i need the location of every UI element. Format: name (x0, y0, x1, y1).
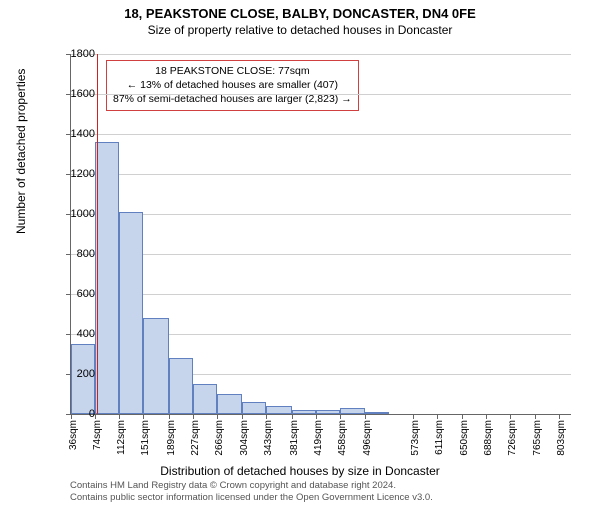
histogram-bar (143, 318, 169, 414)
chart-container: 18, PEAKSTONE CLOSE, BALBY, DONCASTER, D… (0, 6, 600, 506)
y-tick-label: 200 (77, 368, 95, 380)
histogram-bar (119, 212, 143, 414)
x-tick-label: 458sqm (337, 420, 348, 460)
x-axis-label: Distribution of detached houses by size … (0, 464, 600, 478)
histogram-bar (316, 410, 340, 414)
x-tick-mark (413, 414, 414, 419)
histogram-bar (340, 408, 366, 414)
x-tick-label: 343sqm (263, 420, 274, 460)
x-tick-label: 803sqm (556, 420, 567, 460)
grid-line (71, 54, 571, 55)
footer-line1: Contains HM Land Registry data © Crown c… (70, 480, 433, 492)
annotation-box: 18 PEAKSTONE CLOSE: 77sqm ← 13% of detac… (106, 60, 359, 111)
x-tick-mark (535, 414, 536, 419)
y-tick-mark (66, 254, 71, 255)
x-tick-mark (340, 414, 341, 419)
y-tick-label: 1800 (71, 48, 95, 60)
histogram-bar (242, 402, 266, 414)
x-tick-label: 381sqm (289, 420, 300, 460)
histogram-bar (266, 406, 292, 414)
x-tick-mark (266, 414, 267, 419)
y-tick-mark (66, 294, 71, 295)
histogram-bar (169, 358, 193, 414)
y-tick-label: 400 (77, 328, 95, 340)
x-tick-mark (119, 414, 120, 419)
x-tick-label: 726sqm (507, 420, 518, 460)
x-tick-mark (365, 414, 366, 419)
footer-attribution: Contains HM Land Registry data © Crown c… (70, 480, 433, 504)
histogram-bar (217, 394, 243, 414)
y-tick-label: 1400 (71, 128, 95, 140)
y-tick-label: 600 (77, 288, 95, 300)
x-tick-label: 151sqm (140, 420, 151, 460)
x-tick-label: 650sqm (459, 420, 470, 460)
grid-line (71, 134, 571, 135)
chart-title-main: 18, PEAKSTONE CLOSE, BALBY, DONCASTER, D… (0, 6, 600, 21)
x-tick-label: 496sqm (362, 420, 373, 460)
y-tick-label: 1000 (71, 208, 95, 220)
x-tick-label: 266sqm (214, 420, 225, 460)
grid-line (71, 294, 571, 295)
histogram-bar (292, 410, 316, 414)
property-marker-line (97, 54, 98, 414)
x-tick-label: 765sqm (532, 420, 543, 460)
y-axis-label: Number of detached properties (14, 69, 28, 234)
x-tick-mark (292, 414, 293, 419)
x-tick-label: 573sqm (410, 420, 421, 460)
x-tick-label: 36sqm (68, 420, 79, 460)
annotation-line2: ← 13% of detached houses are smaller (40… (113, 78, 352, 92)
chart-title-sub: Size of property relative to detached ho… (0, 23, 600, 37)
y-tick-label: 0 (89, 408, 95, 420)
x-tick-mark (143, 414, 144, 419)
histogram-bar (193, 384, 217, 414)
x-tick-mark (193, 414, 194, 419)
x-tick-label: 112sqm (116, 420, 127, 460)
x-tick-mark (217, 414, 218, 419)
footer-line2: Contains public sector information licen… (70, 492, 433, 504)
histogram-bar (365, 412, 389, 414)
grid-line (71, 174, 571, 175)
x-tick-label: 74sqm (92, 420, 103, 460)
annotation-line1: 18 PEAKSTONE CLOSE: 77sqm (113, 64, 352, 78)
x-tick-label: 189sqm (166, 420, 177, 460)
x-tick-mark (169, 414, 170, 419)
y-tick-label: 800 (77, 248, 95, 260)
y-tick-mark (66, 334, 71, 335)
x-tick-label: 688sqm (483, 420, 494, 460)
x-tick-mark (462, 414, 463, 419)
x-tick-mark (71, 414, 72, 419)
x-tick-mark (486, 414, 487, 419)
grid-line (71, 254, 571, 255)
chart-plot-area: 18 PEAKSTONE CLOSE: 77sqm ← 13% of detac… (70, 54, 571, 415)
x-tick-mark (437, 414, 438, 419)
x-tick-mark (510, 414, 511, 419)
y-tick-label: 1200 (71, 168, 95, 180)
x-tick-mark (242, 414, 243, 419)
grid-line (71, 214, 571, 215)
histogram-bar (95, 142, 119, 414)
x-tick-mark (95, 414, 96, 419)
grid-line (71, 94, 571, 95)
x-tick-label: 611sqm (434, 420, 445, 460)
x-tick-mark (559, 414, 560, 419)
x-tick-label: 227sqm (190, 420, 201, 460)
x-tick-label: 419sqm (313, 420, 324, 460)
y-tick-label: 1600 (71, 88, 95, 100)
x-tick-label: 304sqm (239, 420, 250, 460)
x-tick-mark (316, 414, 317, 419)
